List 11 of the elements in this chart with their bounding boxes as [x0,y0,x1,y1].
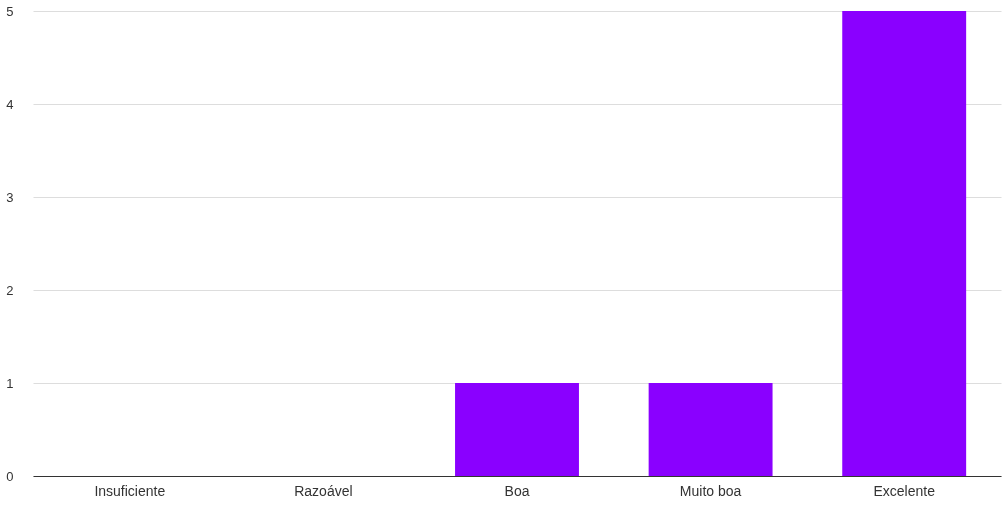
x-tick-label: Insuficiente [94,482,166,499]
y-tick-label: 0 [6,468,14,484]
y-tick-label: 1 [6,375,14,391]
y-tick-label: 2 [6,282,14,298]
y-tick-label: 5 [6,3,14,19]
x-tick-label: Razoável [294,482,353,499]
y-tick-label: 4 [6,96,14,112]
x-tick-label: Excelente [873,482,936,499]
x-tick-label: Muito boa [679,482,742,499]
x-tick-label: Boa [504,482,530,499]
y-tick-label: 3 [6,189,14,205]
